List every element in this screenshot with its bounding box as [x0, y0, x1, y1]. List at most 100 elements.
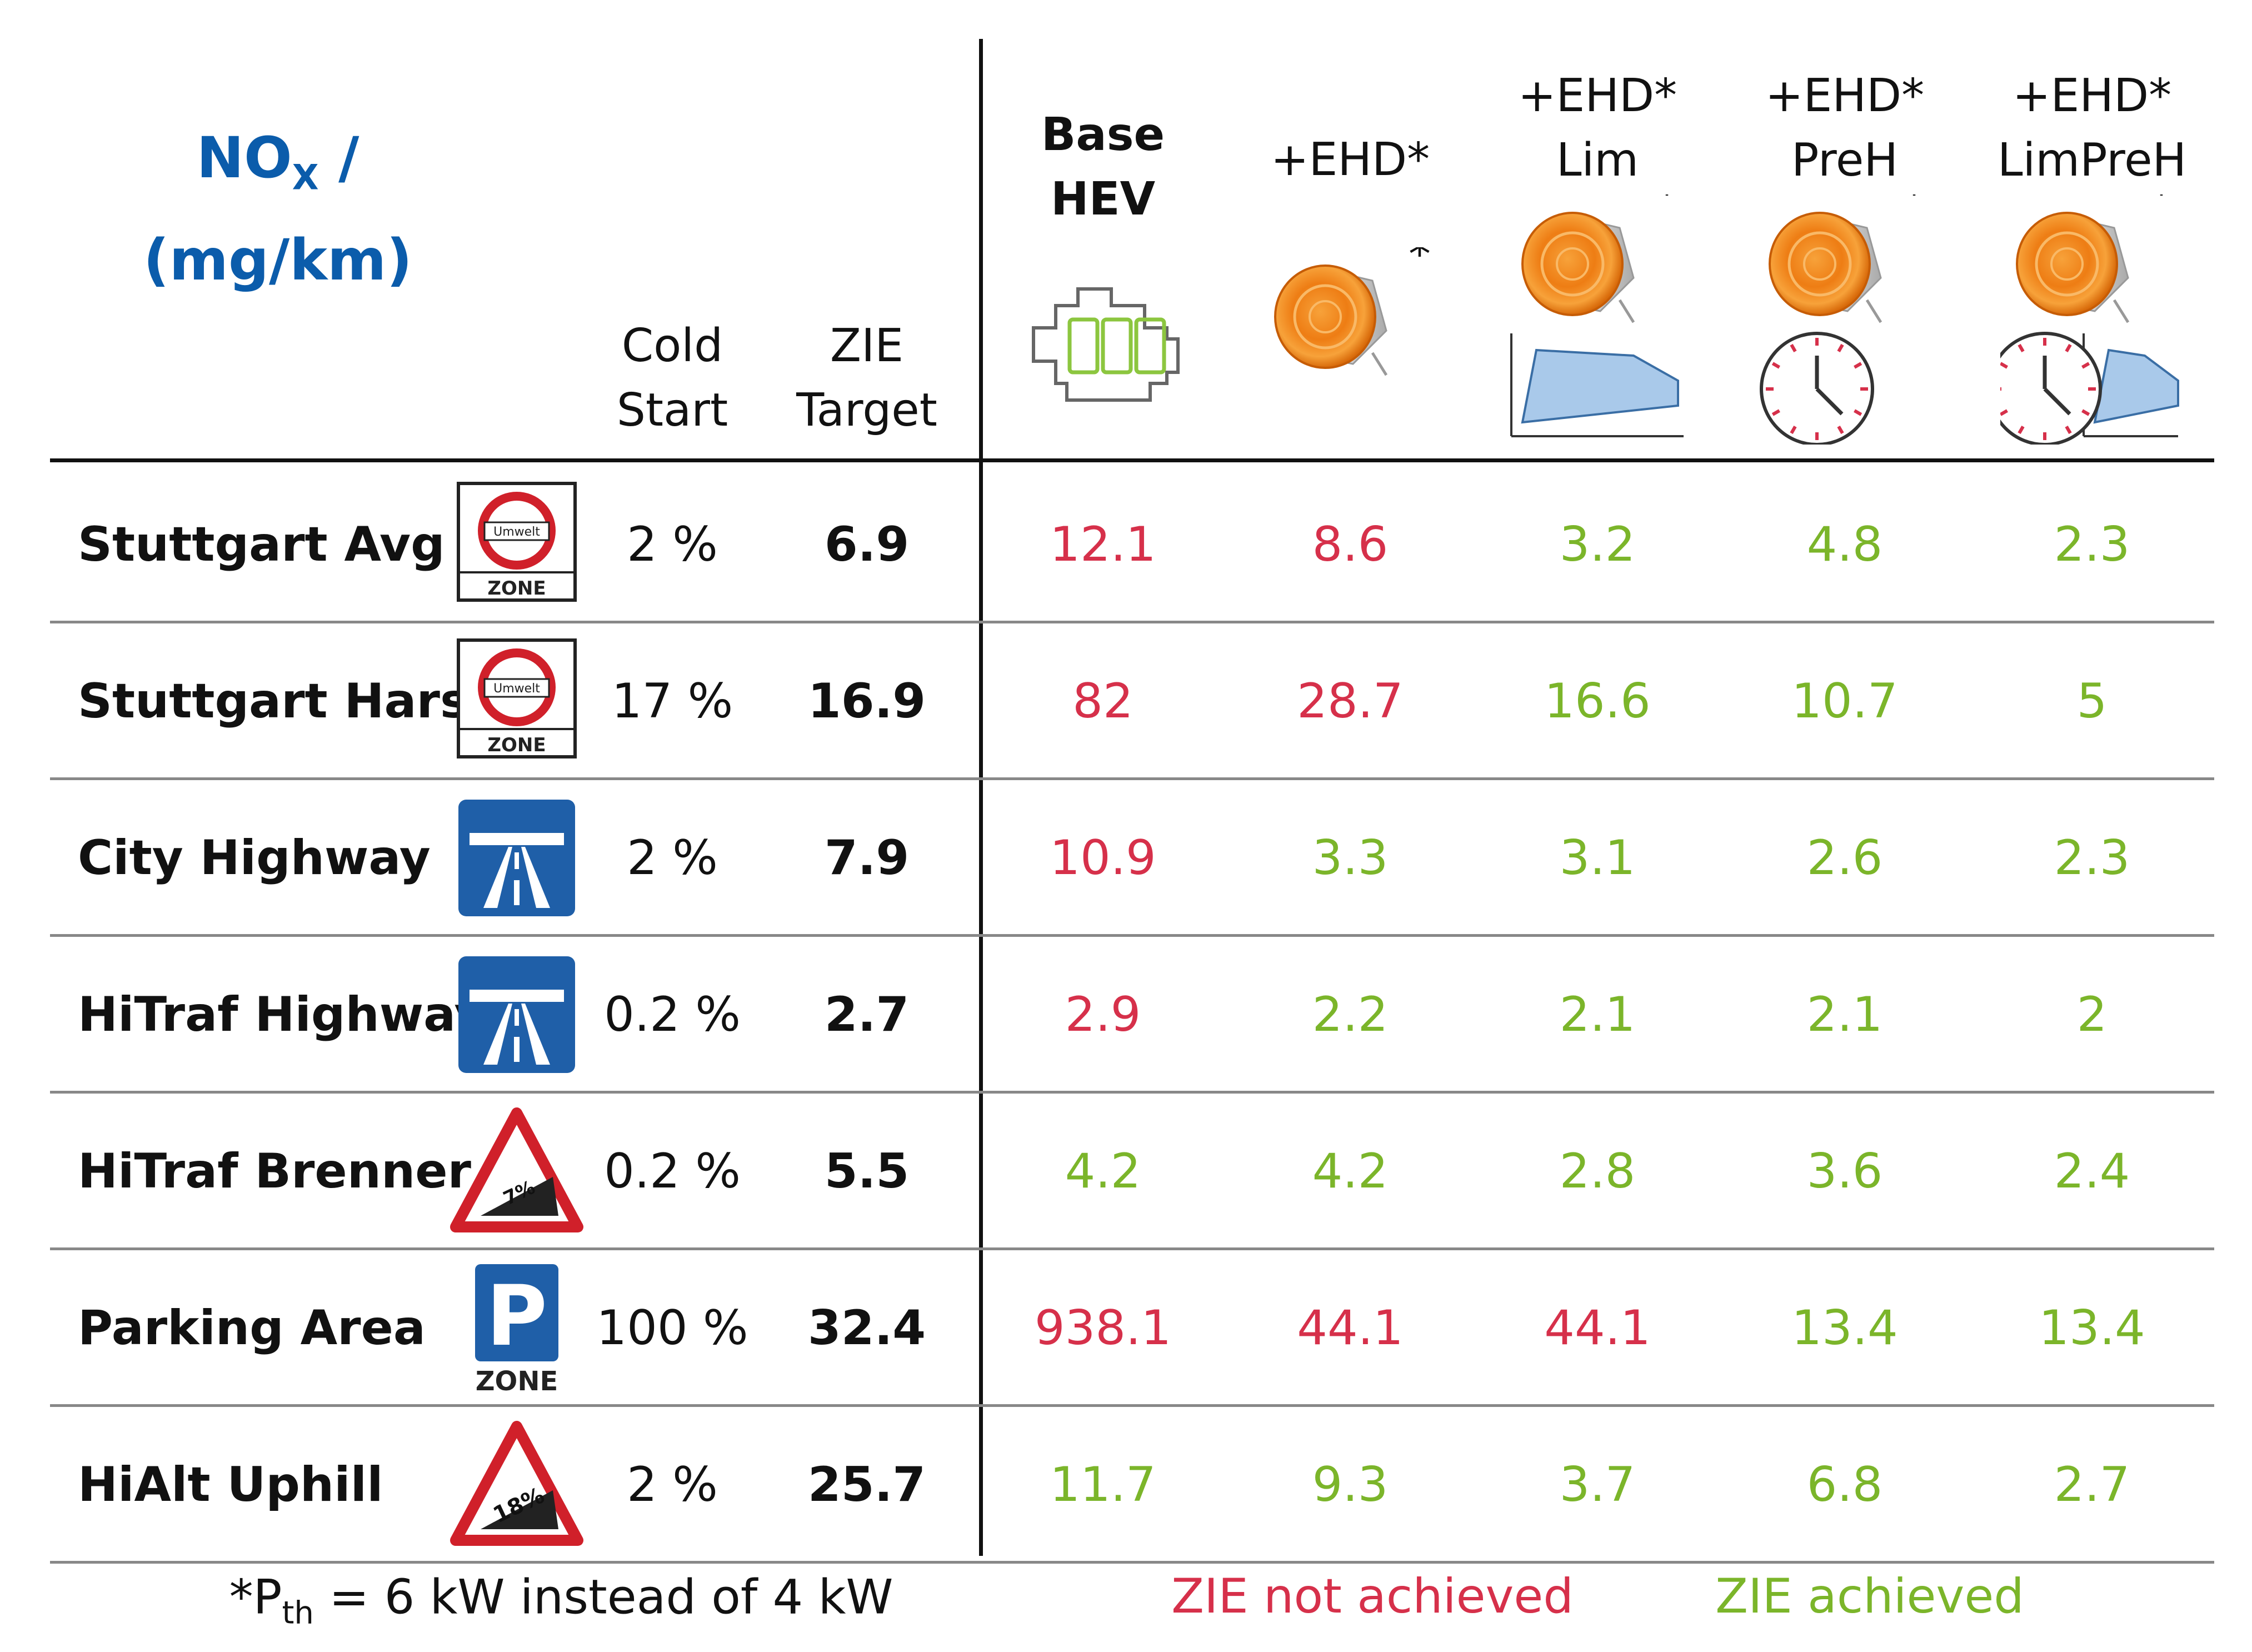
nox-value: 3.2	[1559, 517, 1636, 572]
table-title-unit: (mg/km)	[143, 227, 412, 294]
nox-value: 9.3	[1312, 1457, 1389, 1513]
nox-value: 2.8	[1559, 1144, 1636, 1199]
row-label: Stuttgart Harsh	[78, 673, 503, 729]
zie-target-value: 25.7	[807, 1457, 926, 1513]
nox-value: 4.8	[1806, 517, 1883, 572]
nox-value: 82	[1072, 673, 1134, 729]
header-cold-start: Cold Start	[616, 320, 728, 437]
nox-value: 3.6	[1806, 1144, 1883, 1199]
nox-value: 2.9	[1065, 987, 1141, 1042]
nox-value: 8.6	[1312, 517, 1389, 572]
umwelt-zone-sign: Umwelt ZONE	[457, 638, 577, 758]
cold-start-value: 100 %	[596, 1300, 748, 1356]
svg-text:*: *	[1409, 247, 1431, 280]
footnote-prefix: *P	[229, 1569, 282, 1625]
zie-target-value: 32.4	[807, 1300, 926, 1356]
row-label: City Highway	[78, 830, 431, 886]
svg-text:ZONE: ZONE	[487, 734, 546, 756]
footnote-subscript: th	[282, 1595, 314, 1631]
gradient-warning-sign: 18%	[450, 1421, 583, 1546]
row-divider	[50, 1247, 2214, 1250]
row-label: HiAlt Uphill	[78, 1457, 383, 1513]
header-variant-5: +EHD* LimPreH	[1997, 69, 2187, 187]
svg-text:*: *	[1903, 194, 1925, 219]
nox-value: 13.4	[2039, 1300, 2145, 1356]
cold-start-value: 0.2 %	[604, 987, 741, 1042]
heated-disc-clock-icon: *	[1760, 194, 1925, 445]
header-variant-1: Base HEV	[1041, 108, 1165, 226]
nox-value: 938.1	[1034, 1300, 1172, 1356]
nox-value: 16.6	[1544, 673, 1651, 729]
row-divider	[50, 1561, 2214, 1564]
header-zie-target: ZIE Target	[796, 320, 937, 437]
nox-value: 4.2	[1065, 1144, 1141, 1199]
header-variant-4: +EHD* PreH	[1765, 69, 1925, 187]
svg-text:*: *	[2150, 194, 2173, 219]
nox-value: 2.6	[1806, 830, 1883, 886]
nox-value: 44.1	[1297, 1300, 1404, 1356]
heated-disc-clock-curve-icon: *	[2000, 194, 2179, 445]
autobahn-sign	[458, 956, 575, 1073]
zie-target-value: 2.7	[824, 987, 910, 1042]
zie-target-value: 5.5	[824, 1144, 910, 1199]
row-divider	[50, 1404, 2214, 1407]
nox-value: 10.7	[1791, 673, 1898, 729]
row-label: HiTraf Highway	[78, 987, 486, 1042]
column-divider	[979, 39, 983, 1556]
nox-value: 2.4	[2054, 1144, 2130, 1199]
table-title: NOX / (mg/km)	[143, 125, 412, 294]
nox-value: 4.2	[1312, 1144, 1389, 1199]
nox-value: 2.3	[2054, 517, 2130, 572]
row-label: Parking Area	[78, 1300, 426, 1356]
svg-text:Umwelt: Umwelt	[493, 525, 540, 539]
nox-value: 28.7	[1297, 673, 1404, 729]
svg-text:ZONE: ZONE	[476, 1366, 558, 1395]
heated-disc-icon: *	[1274, 247, 1431, 376]
heated-disc-limit-curve-icon: *	[1510, 194, 1684, 437]
zie-target-value: 16.9	[807, 673, 926, 729]
autobahn-sign	[458, 800, 575, 916]
nox-value: 2.1	[1559, 987, 1636, 1042]
zie-target-value: 6.9	[824, 517, 910, 572]
nox-value: 11.7	[1050, 1457, 1156, 1513]
cold-start-value: 2 %	[627, 517, 718, 572]
legend-achieved: ZIE achieved	[1715, 1569, 2024, 1624]
svg-text:ZONE: ZONE	[487, 577, 546, 600]
header-rule	[50, 458, 2214, 462]
svg-text:*: *	[1656, 194, 1678, 219]
row-divider	[50, 934, 2214, 937]
nox-value: 2.3	[2054, 830, 2130, 886]
row-divider	[50, 621, 2214, 623]
nox-value: 3.1	[1559, 830, 1636, 886]
svg-text:P: P	[486, 1268, 547, 1365]
nox-value: 44.1	[1544, 1300, 1651, 1356]
svg-text:Umwelt: Umwelt	[493, 682, 540, 696]
cold-start-value: 2 %	[627, 1457, 718, 1513]
row-divider	[50, 777, 2214, 780]
nox-value: 2	[2076, 987, 2108, 1042]
nox-value: 2.1	[1806, 987, 1883, 1042]
engine-battery-icon	[1032, 287, 1180, 402]
nox-value: 3.7	[1559, 1457, 1636, 1513]
nox-value: 10.9	[1050, 830, 1156, 886]
nox-value: 2.2	[1312, 987, 1389, 1042]
row-divider	[50, 1091, 2214, 1094]
nox-value: 5	[2076, 673, 2108, 729]
row-label: HiTraf Brenner	[78, 1144, 471, 1199]
zie-target-value: 7.9	[824, 830, 910, 886]
legend-not-achieved: ZIE not achieved	[1171, 1569, 1574, 1624]
umwelt-zone-sign: Umwelt ZONE	[457, 482, 577, 602]
header-variant-2: +EHD*	[1270, 133, 1430, 186]
cold-start-value: 2 %	[627, 830, 718, 886]
footnote-suffix: = 6 kW instead of 4 kW	[313, 1569, 893, 1625]
nox-value: 3.3	[1312, 830, 1389, 886]
nox-value: 12.1	[1050, 517, 1156, 572]
nox-value: 6.8	[1806, 1457, 1883, 1513]
nox-value: 2.7	[2054, 1457, 2130, 1513]
cold-start-value: 17 %	[611, 673, 733, 729]
nox-value: 13.4	[1791, 1300, 1898, 1356]
header-variant-3: +EHD* Lim	[1517, 69, 1677, 187]
footnote: *Pth = 6 kW instead of 4 kW	[229, 1569, 893, 1631]
